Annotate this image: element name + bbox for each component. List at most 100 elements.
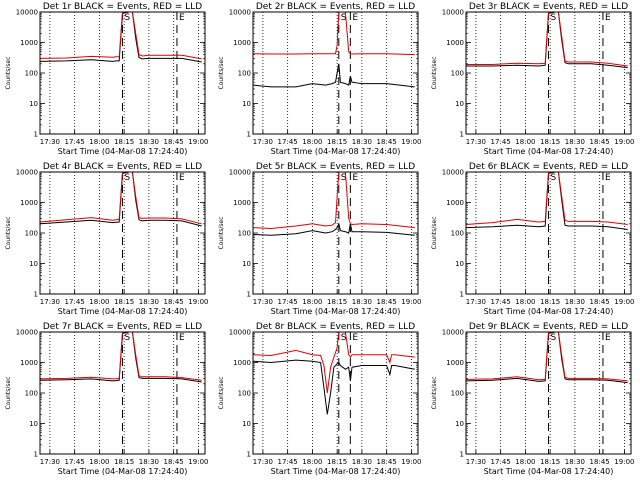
marker-label-e: E (605, 173, 611, 183)
panel-title: Det 5r BLACK = Events, RED = LLD (256, 162, 415, 172)
x-tick-label: 19:00 (401, 458, 421, 466)
plot-frame (252, 11, 419, 135)
x-tick-label: 18:00 (89, 458, 109, 466)
y-tick-label: 1000 (233, 359, 251, 367)
x-axis-label: Start Time (04-Mar-08 17:24:40) (484, 467, 614, 476)
y-tick-label: 10000 (16, 169, 38, 177)
marker-label-e: E (352, 173, 358, 183)
x-tick-label: 17:30 (466, 458, 486, 466)
x-tick-label: 18:30 (352, 458, 372, 466)
x-tick-label: 17:30 (40, 298, 60, 306)
x-tick-label: 17:45 (491, 458, 511, 466)
y-tick-label: 1000 (446, 39, 464, 47)
y-tick-label: 1000 (233, 39, 251, 47)
panel-title: Det 4r BLACK = Events, RED = LLD (43, 162, 202, 172)
x-tick-label: 19:00 (401, 298, 421, 306)
y-tick-label: 10 (455, 260, 464, 268)
y-tick-label: 1 (247, 451, 251, 459)
y-tick-label: 10000 (16, 9, 38, 17)
y-tick-label: 1000 (20, 39, 38, 47)
marker-label-e: E (179, 173, 185, 183)
plot-frame (39, 11, 206, 135)
y-tick-label: 1 (460, 131, 464, 139)
x-tick-label: 18:30 (139, 458, 159, 466)
x-axis-label: Start Time (04-Mar-08 17:24:40) (271, 307, 401, 316)
x-tick-label: 17:30 (253, 298, 273, 306)
y-tick-label: 1000 (233, 199, 251, 207)
x-tick-label: 17:45 (278, 458, 298, 466)
panel-det-6: Det 6r BLACK = Events, RED = LLD 17:30 17:… (431, 162, 634, 316)
y-tick-label: 10 (29, 420, 38, 428)
plot-frame (465, 171, 632, 295)
x-tick-label: 18:30 (565, 458, 585, 466)
panel-title: Det 3r BLACK = Events, RED = LLD (469, 2, 628, 12)
x-tick-label: 18:45 (377, 138, 397, 146)
x-tick-label: 18:00 (89, 138, 109, 146)
y-axis-label: Counts/sec (218, 216, 225, 249)
plot-frame (465, 11, 632, 135)
x-tick-label: 18:15 (327, 138, 347, 146)
marker-label-e: E (605, 13, 611, 23)
y-tick-label: 100 (25, 230, 38, 238)
series-line-red (252, 331, 415, 394)
y-tick-label: 1000 (20, 359, 38, 367)
x-tick-label: 18:30 (352, 298, 372, 306)
y-tick-label: 1 (34, 291, 38, 299)
x-tick-label: 18:30 (352, 138, 372, 146)
x-tick-label: 19:00 (188, 458, 208, 466)
x-tick-label: 18:45 (590, 298, 610, 306)
y-tick-label: 1 (247, 291, 251, 299)
x-tick-label: 19:00 (188, 298, 208, 306)
x-tick-label: 18:45 (377, 458, 397, 466)
marker-label-s: S (341, 173, 347, 183)
x-tick-label: 18:30 (565, 298, 585, 306)
y-tick-label: 100 (238, 230, 251, 238)
x-tick-label: 19:00 (188, 138, 208, 146)
x-axis-label: Start Time (04-Mar-08 17:24:40) (484, 147, 614, 156)
y-tick-label: 10000 (229, 169, 251, 177)
panel-title: Det 6r BLACK = Events, RED = LLD (469, 162, 628, 172)
y-axis-label: Counts/sec (5, 216, 12, 249)
panel-det-8: Det 8r BLACK = Events, RED = LLD 17:30 17:… (218, 322, 421, 476)
x-tick-label: 18:15 (327, 298, 347, 306)
x-tick-label: 17:45 (65, 458, 85, 466)
marker-label-s: S (125, 333, 131, 343)
marker-label-s: S (341, 13, 347, 23)
x-tick-label: 18:45 (377, 298, 397, 306)
x-tick-label: 17:30 (253, 138, 273, 146)
x-tick-label: 18:45 (590, 458, 610, 466)
y-tick-label: 10 (242, 260, 251, 268)
y-tick-label: 100 (25, 70, 38, 78)
y-axis-label: Counts/sec (431, 216, 438, 249)
y-tick-label: 100 (25, 390, 38, 398)
marker-label-e: E (179, 13, 185, 23)
y-tick-label: 1000 (446, 199, 464, 207)
plot-frame (252, 171, 419, 295)
x-tick-label: 19:00 (401, 138, 421, 146)
x-tick-label: 17:45 (65, 138, 85, 146)
y-tick-label: 100 (451, 230, 464, 238)
x-tick-label: 18:00 (89, 298, 109, 306)
x-tick-label: 18:45 (590, 138, 610, 146)
x-tick-label: 19:00 (614, 458, 634, 466)
panel-det-9: Det 9r BLACK = Events, RED = LLD 17:30 17:… (431, 322, 634, 476)
panel-title: Det 9r BLACK = Events, RED = LLD (469, 322, 628, 332)
y-tick-label: 1000 (20, 199, 38, 207)
x-tick-label: 18:15 (327, 458, 347, 466)
x-tick-label: 17:30 (466, 298, 486, 306)
y-tick-label: 100 (238, 390, 251, 398)
x-tick-label: 18:15 (540, 298, 560, 306)
x-axis-label: Start Time (04-Mar-08 17:24:40) (271, 147, 401, 156)
panel-title: Det 2r BLACK = Events, RED = LLD (256, 2, 415, 12)
x-tick-label: 19:00 (614, 138, 634, 146)
y-tick-label: 100 (451, 390, 464, 398)
x-tick-label: 18:15 (114, 138, 134, 146)
x-tick-label: 18:30 (139, 298, 159, 306)
y-tick-label: 100 (238, 70, 251, 78)
series-line-black (252, 222, 415, 236)
x-tick-label: 18:00 (515, 458, 535, 466)
panel-det-4: Det 4r BLACK = Events, RED = LLD 17:30 17:… (5, 162, 208, 316)
x-tick-label: 18:45 (164, 298, 184, 306)
y-tick-label: 10000 (442, 169, 464, 177)
